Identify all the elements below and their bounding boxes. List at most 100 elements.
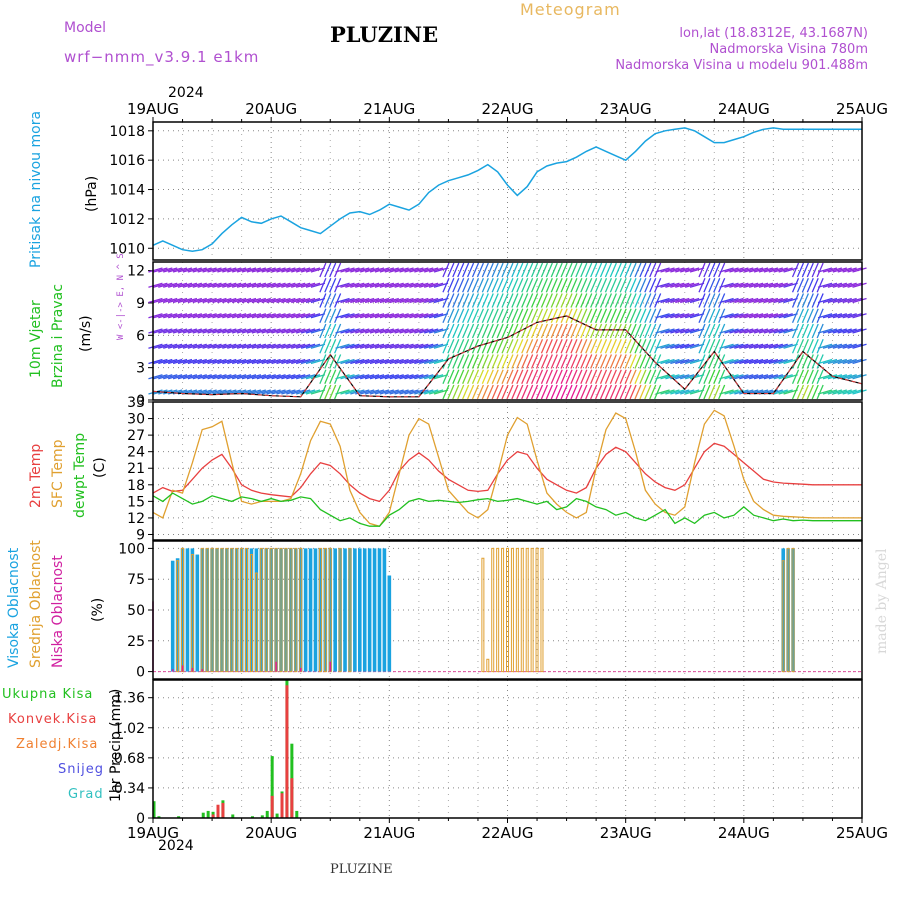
- wind-barb: [404, 297, 419, 304]
- wind-barb: [713, 277, 721, 293]
- wind-barb: [609, 308, 617, 324]
- wind-barb: [409, 374, 424, 380]
- wind-barb: [590, 308, 598, 324]
- wind-barb: [428, 374, 444, 380]
- wind-barb: [212, 297, 227, 304]
- ytick-label: 24: [127, 445, 145, 461]
- ytick-label: 18: [127, 478, 145, 494]
- wind-barb: [530, 338, 539, 354]
- precip-bars: [152, 680, 299, 818]
- high-cloud-bar: [362, 548, 367, 672]
- high-cloud-bar: [205, 548, 209, 672]
- wind-barb: [158, 343, 173, 349]
- wind-barb: [334, 262, 342, 278]
- ytick-label: 27: [127, 428, 145, 444]
- wind-barb: [324, 369, 332, 385]
- wind-barb: [655, 282, 670, 288]
- wind-barb: [763, 297, 779, 304]
- wind-barb: [619, 323, 627, 339]
- wind-barb: [241, 374, 257, 380]
- wind-barb: [212, 313, 227, 319]
- wind-barb: [419, 343, 434, 349]
- wind-barb: [604, 308, 613, 324]
- wind-barb: [832, 267, 848, 273]
- wind-barb: [689, 297, 705, 304]
- wind-barb: [555, 293, 563, 308]
- wind-barb: [832, 358, 848, 365]
- wind-barb: [369, 313, 385, 319]
- wind-barb: [827, 389, 843, 395]
- wind-barb: [491, 338, 499, 354]
- wind-barb: [590, 369, 598, 385]
- wind-barb: [414, 328, 429, 334]
- wind-barb: [222, 267, 237, 273]
- wind-barb: [310, 297, 326, 304]
- wind-barb: [187, 343, 203, 349]
- wind-barb: [433, 297, 449, 304]
- wind-barb: [251, 358, 267, 365]
- wind-barb: [624, 384, 632, 400]
- high-cloud-bar: [229, 548, 234, 672]
- wind-barb: [369, 282, 385, 288]
- wind-barb: [433, 374, 449, 380]
- xtick-label-bottom: 22AUG: [482, 824, 534, 842]
- wind-barb: [796, 262, 805, 278]
- wind-barb: [374, 297, 390, 304]
- wind-barb: [496, 369, 504, 385]
- wind-barb: [419, 374, 434, 380]
- mid-cloud-bar: [240, 547, 244, 673]
- wind-barb: [590, 277, 598, 293]
- wind-barb: [340, 282, 355, 288]
- wind-barb: [471, 354, 480, 369]
- wind-barb: [433, 282, 449, 288]
- wind-barb: [655, 389, 670, 395]
- wind-barb: [276, 328, 291, 334]
- ytick-label: 1010: [109, 241, 145, 257]
- wind-barb: [466, 384, 475, 400]
- wind-barb: [649, 354, 657, 369]
- wind-barb: [281, 389, 296, 395]
- wind-barb: [212, 328, 227, 334]
- wind-barb: [763, 328, 779, 334]
- wind-barb: [447, 262, 455, 278]
- wind-barb: [842, 328, 857, 334]
- wind-barb: [675, 297, 690, 304]
- wind-barb: [680, 313, 695, 319]
- wind-barb: [291, 282, 306, 288]
- wind-barb: [660, 358, 675, 365]
- wind-barb: [540, 354, 549, 369]
- wind-barb: [447, 323, 455, 339]
- wind-barb: [428, 297, 444, 304]
- wind-barb: [355, 313, 370, 319]
- wind-barb: [847, 297, 862, 304]
- wind-barb: [521, 354, 529, 369]
- wind-barb: [516, 384, 524, 400]
- wind-barb: [501, 354, 509, 369]
- wind-barb: [806, 338, 814, 354]
- wind-barb: [462, 354, 470, 369]
- wind-barb: [324, 308, 332, 324]
- wind-barb: [369, 267, 385, 273]
- mid-cloud-bar: [786, 547, 790, 673]
- legend-total: Ukupna Kisa: [2, 687, 94, 702]
- wind-barb: [466, 277, 475, 293]
- wind-barb: [619, 384, 627, 400]
- wind-barb: [739, 282, 754, 288]
- precip-conv-bar: [221, 802, 225, 818]
- wind-barb: [530, 308, 539, 324]
- wind-barb: [565, 369, 573, 385]
- wind-barb: [319, 308, 327, 324]
- wind-barb: [153, 297, 168, 304]
- mid-cloud-bar: [323, 547, 327, 673]
- wind-barb: [817, 297, 833, 304]
- wind-barb: [399, 358, 414, 365]
- wind-barb: [719, 328, 734, 334]
- wind-barb: [670, 389, 685, 395]
- wind-barb: [748, 282, 764, 288]
- wind-barb: [276, 267, 291, 273]
- wind-barb: [609, 384, 617, 400]
- cloud-frame: [152, 540, 863, 680]
- wind-barb: [291, 297, 306, 304]
- high-cloud-bar: [293, 548, 298, 672]
- wind-barb: [496, 323, 504, 339]
